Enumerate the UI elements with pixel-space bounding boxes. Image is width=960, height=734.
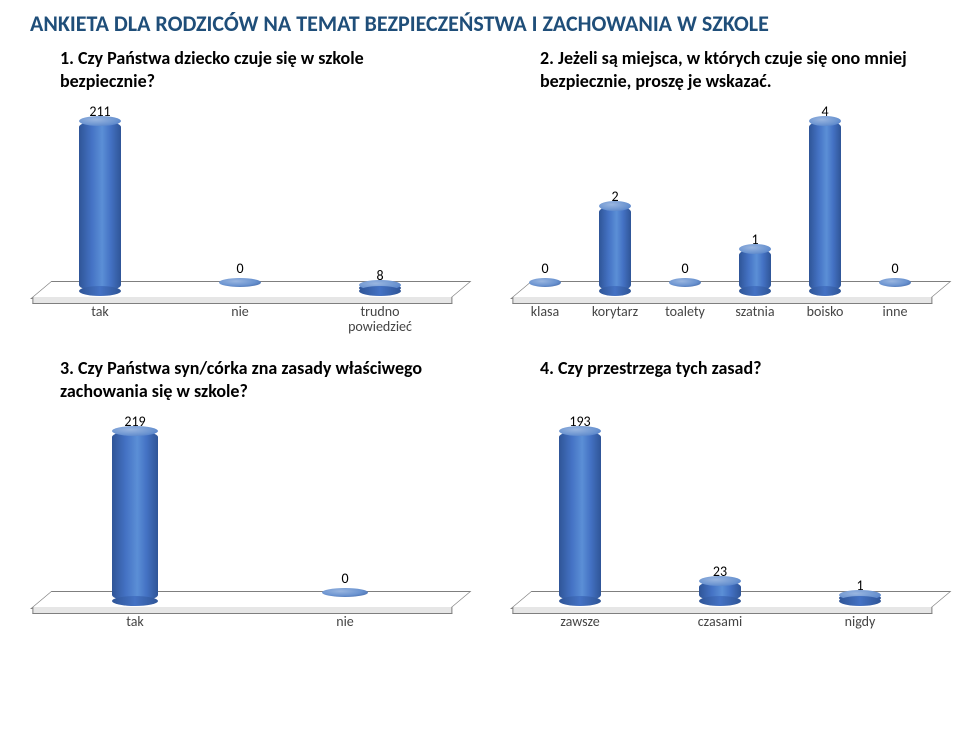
q4-chart-area: 193231 zawszeczasaminigdy [500,405,940,645]
q2-categories: klasakorytarztoaletyszatniaboiskoinne [510,303,930,335]
q2-category-label-2: toalety [650,303,720,320]
question-1: 1. Czy Państwa dziecko czuje się w szkol… [0,43,480,95]
q2-category-label-4: boisko [790,303,860,320]
q1-bar-1: 0 [170,101,310,291]
row-1: 1. Czy Państwa dziecko czuje się w szkol… [0,43,960,335]
q3-disc-1 [322,588,368,597]
q2-cylinder-3 [739,249,771,292]
q1-cylinder-0 [79,121,121,291]
q2-value-label-5: 0 [891,262,898,276]
q4-bar-2: 1 [790,411,930,601]
q3-value-label-1: 0 [341,572,348,586]
q3-bars: 219 0 [30,411,450,609]
page-title: ANKIETA DLA RODZICÓW NA TEMAT BEZPIECZEŃ… [0,0,960,43]
q2-disc-0 [529,278,561,287]
question-2: 2. Jeżeli są miejsca, w których czuje si… [480,43,960,95]
q2-category-label-1: korytarz [580,303,650,320]
q1-category-label-1: nie [170,303,310,320]
q4-cylinder-0 [559,431,601,601]
q4-category-label-0: zawsze [510,613,650,630]
q2-chart-area: 0 2 0 14 0 klasakorytarztoaletyszatniaboisko… [500,95,940,335]
chart-q3: 3. Czy Państwa syn/córka zna zasady właś… [0,353,480,645]
q2-category-label-5: inne [860,303,930,320]
q2-value-label-0: 0 [541,262,548,276]
q3-chart-area: 219 0 taknie [20,405,460,645]
q1-categories: taknietrudno powiedzieć [30,303,450,335]
q4-cylinder-2 [839,595,881,601]
q2-disc-5 [879,278,911,287]
chart-q1: 1. Czy Państwa dziecko czuje się w szkol… [0,43,480,335]
q3-category-label-1: nie [240,613,450,630]
q1-category-label-0: tak [30,303,170,320]
q3-categories: taknie [30,613,450,645]
q2-disc-2 [669,278,701,287]
q1-value-label-1: 0 [236,262,243,276]
q1-cylinder-2 [359,285,401,291]
q2-bar-5: 0 [860,101,930,291]
q1-category-label-2: trudno powiedzieć [310,303,450,334]
q2-bars: 0 2 0 14 0 [510,101,930,299]
q1-bar-0: 211 [30,101,170,291]
q1-disc-1 [219,278,261,287]
q2-category-label-0: klasa [510,303,580,320]
row-2: 3. Czy Państwa syn/córka zna zasady właś… [0,353,960,645]
q1-bar-2: 8 [310,101,450,291]
q4-cylinder-1 [699,581,741,601]
q2-cylinder-1 [599,206,631,291]
q4-category-label-2: nigdy [790,613,930,630]
q3-bar-1: 0 [240,411,450,601]
q3-category-label-0: tak [30,613,240,630]
q3-cylinder-0 [112,431,158,601]
question-3: 3. Czy Państwa syn/córka zna zasady właś… [0,353,480,405]
q4-category-label-1: czasami [650,613,790,630]
q2-cylinder-4 [809,121,841,291]
q4-bar-1: 23 [650,411,790,601]
q4-bar-0: 193 [510,411,650,601]
q2-bar-4: 4 [790,101,860,291]
q2-bar-3: 1 [720,101,790,291]
chart-q4: 4. Czy przestrzega tych zasad? 193231 za… [480,353,960,645]
q2-bar-2: 0 [650,101,720,291]
q3-bar-0: 219 [30,411,240,601]
q2-category-label-3: szatnia [720,303,790,320]
q2-bar-0: 0 [510,101,580,291]
chart-q2: 2. Jeżeli są miejsca, w których czuje si… [480,43,960,335]
q2-value-label-2: 0 [681,262,688,276]
q2-bar-1: 2 [580,101,650,291]
q1-bars: 211 0 8 [30,101,450,299]
question-4: 4. Czy przestrzega tych zasad? [480,353,960,405]
q4-bars: 193231 [510,411,930,609]
q1-chart-area: 211 0 8 taknietrudno powiedzieć [20,95,460,335]
q4-categories: zawszeczasaminigdy [510,613,930,645]
